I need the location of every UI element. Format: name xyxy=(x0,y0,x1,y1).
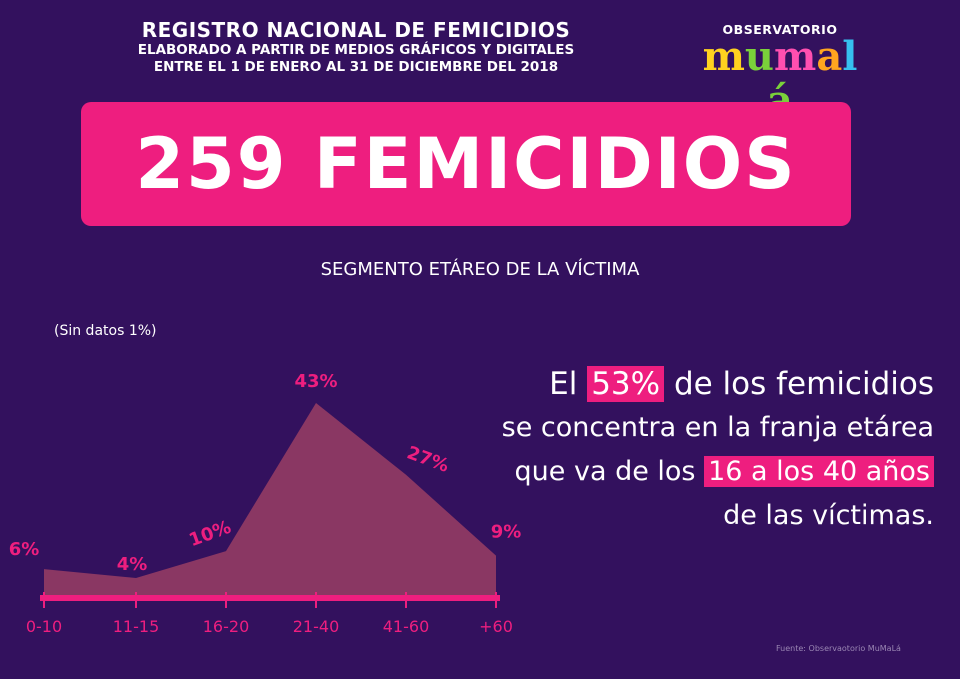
data-label: 4% xyxy=(117,554,148,575)
logo-top-text: OBSERVATORIO xyxy=(722,22,838,37)
logo-letter: a xyxy=(816,33,843,80)
x-tick-label: 11-15 xyxy=(113,617,160,636)
no-data-note: (Sin datos 1%) xyxy=(54,323,157,339)
statement-line-2: se concentra en la franja etárea xyxy=(501,412,934,443)
data-label: 43% xyxy=(294,371,337,392)
statement-line-3: que va de los 16 a los 40 años xyxy=(454,450,934,494)
highlight-53-percent: 53% xyxy=(587,366,665,402)
data-label: 6% xyxy=(9,539,40,560)
source-note: Fuente: Observaotorio MuMaLá xyxy=(776,644,901,653)
statement-l3a: que va de los xyxy=(514,456,705,487)
statement-line-4: de las víctimas. xyxy=(723,500,934,531)
logo-letter: l xyxy=(842,33,858,80)
statement-l1a: El xyxy=(549,366,588,402)
highlight-age-range: 16 a los 40 años xyxy=(704,456,934,487)
statement-text: El 53% de los femicidios se concentra en… xyxy=(454,362,934,538)
statement-line-1: El 53% de los femicidios xyxy=(454,362,934,406)
header-title: REGISTRO NACIONAL DE FEMICIDIOS xyxy=(141,18,571,42)
total-banner: 259 FEMICIDIOS xyxy=(81,102,851,226)
x-tick-label: 21-40 xyxy=(293,617,340,636)
x-tick-label: 16-20 xyxy=(203,617,250,636)
data-label: 27% xyxy=(404,442,452,476)
header: REGISTRO NACIONAL DE FEMICIDIOS ELABORAD… xyxy=(96,18,616,76)
total-femicides: 259 FEMICIDIOS xyxy=(135,123,797,205)
logo-letter: m xyxy=(773,33,817,80)
area-series xyxy=(44,402,496,596)
header-date-range: ENTRE EL 1 DE ENERO AL 31 DE DICIEMBRE D… xyxy=(153,59,559,75)
data-label: 9% xyxy=(491,522,522,543)
x-tick-label: 41-60 xyxy=(383,617,430,636)
logo-letter: m xyxy=(702,33,745,80)
header-subtitle: ELABORADO A PARTIR DE MEDIOS GRÁFICOS Y … xyxy=(137,42,575,58)
chart-subtitle: SEGMENTO ETÁREO DE LA VÍCTIMA xyxy=(320,259,640,280)
statement-l1c: de los femicidios xyxy=(664,366,934,402)
logo-letter: u xyxy=(744,33,774,80)
x-tick-label: +60 xyxy=(479,617,513,636)
x-tick-label: 0-10 xyxy=(26,617,62,636)
data-label: 10% xyxy=(186,517,234,551)
